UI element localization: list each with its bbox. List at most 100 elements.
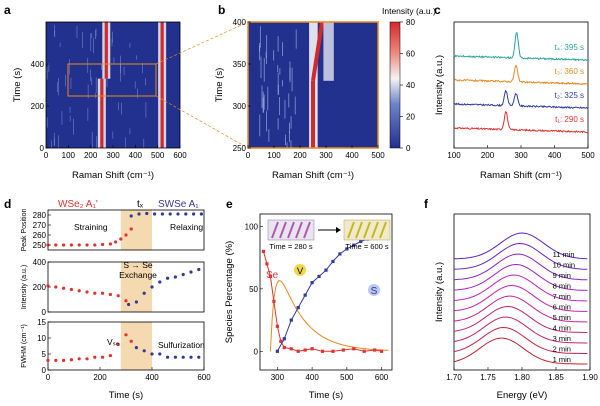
pl-label: 6 min [553, 303, 571, 312]
heat-streak [56, 82, 58, 93]
d-highlight [120, 262, 152, 312]
d-point [199, 212, 203, 216]
heat-streak [91, 131, 93, 145]
heat-streak [87, 107, 89, 121]
heat-streak [58, 77, 59, 96]
a-xtick-label: 0 [44, 151, 49, 160]
f-xtick-label: 1.75 [480, 373, 496, 382]
pl-spectrum [453, 232, 588, 260]
d-point [114, 240, 118, 244]
d-point [85, 243, 89, 247]
heat-streak [121, 102, 122, 115]
heat-streak [277, 36, 279, 52]
d-mid-label: tₓ [137, 199, 144, 210]
spectrum-label: t₂: 325 s [555, 91, 584, 100]
panel-c-frame [453, 21, 589, 149]
heat-streak [46, 117, 48, 128]
panel-c-ylabel: Intensity (a.u.) [434, 55, 445, 115]
pl-spectrum [453, 242, 588, 270]
a-xtick-label: 200 [84, 151, 98, 160]
heat-streak [100, 63, 102, 70]
heat-streak [288, 93, 290, 108]
panel-e-ylabel: Species Percentage (%) [224, 241, 235, 343]
heat-streak [48, 62, 50, 72]
spectrum-label: t₃: 360 s [555, 67, 585, 76]
lattice-inset-2 [343, 219, 391, 241]
spectrum-label: t₁: 290 s [555, 115, 584, 124]
b-ytick-label: 300 [233, 102, 247, 111]
zoom-connector-top [155, 21, 249, 65]
d-point [108, 354, 112, 358]
heat-streak [54, 30, 56, 38]
heat-streak [282, 42, 284, 57]
d-ytick-label: 270 [33, 221, 47, 230]
heat-streak [273, 50, 275, 61]
e-label-s: S [371, 286, 378, 297]
d-xtick-label: 200 [93, 373, 107, 382]
heat-streak [291, 67, 293, 92]
e-point [303, 348, 307, 352]
panel-c-xlabel: Raman Shift (cm⁻¹) [480, 170, 562, 181]
a-xtick-label: 500 [151, 151, 165, 160]
e-vacancy-curve [269, 280, 389, 352]
panel-f-ylabel: Intensity (a.u.) [434, 262, 445, 322]
pl-spectrum [453, 253, 588, 281]
e-ytick-label: 0 [254, 347, 259, 356]
panel-label-e: e [226, 197, 233, 211]
b-xtick-label: 100 [267, 151, 281, 160]
heat-streak [279, 68, 281, 75]
heat-streak [261, 85, 263, 108]
e-point [282, 345, 286, 350]
pl-label: 2 min [553, 345, 571, 354]
a-xtick-label: 400 [129, 151, 143, 160]
d-frame [47, 321, 205, 371]
heat-peak-shift [311, 22, 325, 82]
heat-streak [277, 65, 279, 73]
d-left-label: WSe₂ A₁' [58, 199, 98, 210]
e-xtick-label: 500 [340, 373, 354, 382]
e-point [296, 306, 300, 310]
e-point [331, 259, 335, 264]
heat-streak [134, 81, 136, 89]
e-point [310, 281, 314, 285]
heat-streak [70, 77, 72, 89]
d-point [46, 284, 50, 288]
d-point [54, 285, 58, 289]
spectrum-line [453, 89, 589, 110]
heat-streak [51, 140, 52, 148]
d-point [108, 292, 112, 297]
e-time1: Time = 280 s [269, 242, 313, 251]
e-point [331, 349, 335, 353]
b-xtick-label: 0 [246, 151, 251, 160]
cb-tick-label: 20 [406, 113, 415, 122]
panel-a: 0 100 200 300 400 500 600 0 200 400 Raman Shift (… [12, 21, 187, 181]
d-point [176, 212, 180, 216]
e-point [275, 349, 279, 353]
d-ytick-label: 250 [33, 241, 47, 250]
e-point [282, 337, 286, 341]
heat-streak [266, 111, 268, 132]
heat-streak [279, 97, 281, 116]
e-xtick-label: 600 [375, 373, 389, 382]
d-point [69, 287, 73, 292]
a-ytick-label: 400 [31, 60, 45, 69]
cb-tick-label: 40 [406, 81, 415, 90]
heat-streak [129, 128, 131, 135]
d-right-label: SWSe A₁ [158, 199, 199, 210]
pl-spectrum [453, 305, 588, 333]
d-point [166, 276, 170, 280]
heat-streak [69, 106, 71, 113]
d-point [77, 357, 81, 361]
panel-b-axes: 0 100 200 300 400 500 250 300 350 400 [233, 18, 386, 160]
e-label-v-badge [294, 264, 306, 276]
f-xtick-label: 1.80 [514, 373, 530, 382]
pl-spectrum [453, 274, 588, 302]
zoom-connector-bottom [155, 95, 249, 149]
e-point [379, 349, 384, 353]
d-point [158, 280, 162, 284]
b-xtick-label: 300 [319, 151, 333, 160]
panel-d-xlabel: Time (s) [109, 390, 143, 401]
